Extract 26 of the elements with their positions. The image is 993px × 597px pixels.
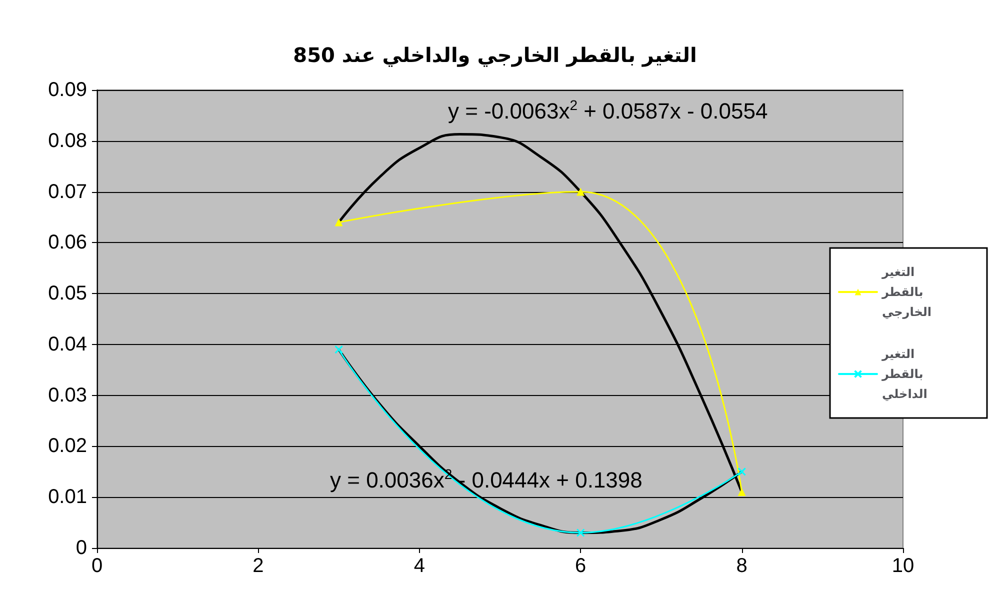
x-tick-label: 8 bbox=[736, 555, 748, 577]
x-tick-label: 6 bbox=[575, 555, 586, 577]
y-tick-label: 0 bbox=[76, 537, 87, 559]
point bbox=[738, 488, 746, 496]
point bbox=[576, 528, 585, 537]
x-tick-label: 10 bbox=[892, 555, 914, 577]
legend-label: التغير بالقطر الداخلي bbox=[881, 347, 928, 401]
x-tick-label: 0 bbox=[91, 555, 103, 577]
point bbox=[576, 188, 585, 196]
y-tick-label: 0.05 bbox=[48, 282, 87, 305]
y-tick-label: 0.03 bbox=[48, 384, 87, 406]
x-tick-label: 2 bbox=[252, 555, 264, 577]
y-tick-label: 0.07 bbox=[48, 180, 87, 203]
y-tick-label: 0.02 bbox=[48, 435, 87, 458]
legend-label: التغير بالقطر الخارجي bbox=[881, 265, 932, 319]
point bbox=[738, 467, 746, 476]
x-tick-label: 4 bbox=[414, 555, 425, 577]
y-tick-label: 0.04 bbox=[48, 333, 87, 356]
annotation: y = -0.0063x$^{2}$ + 0.0587x - 0.0554 bbox=[448, 97, 768, 124]
y-tick-label: 0.06 bbox=[48, 232, 87, 254]
point bbox=[334, 218, 343, 226]
y-tick-label: 0.01 bbox=[48, 486, 87, 508]
point bbox=[334, 345, 344, 354]
y-tick-label: 0.09 bbox=[48, 79, 87, 101]
y-tick-label: 0.08 bbox=[48, 130, 87, 152]
chart-title: التغير بالقطر الخارجي والداخلي عند 850 bbox=[293, 43, 697, 67]
